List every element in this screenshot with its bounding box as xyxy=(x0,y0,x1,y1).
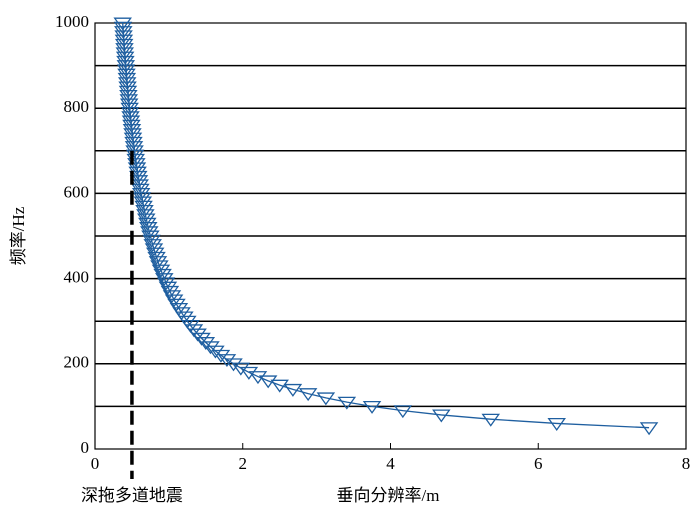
marker xyxy=(393,405,413,419)
x-axis-label: 垂向分辨率/m xyxy=(337,486,440,505)
marker xyxy=(116,64,136,78)
marker xyxy=(121,111,140,125)
x-tick-label: 8 xyxy=(682,454,691,473)
marker xyxy=(231,362,251,376)
marker xyxy=(362,400,382,414)
marker xyxy=(119,98,139,112)
marker xyxy=(639,422,659,436)
marker xyxy=(217,354,237,368)
marker xyxy=(117,68,136,82)
y-tick-label: 600 xyxy=(64,182,90,201)
marker xyxy=(155,273,174,287)
marker xyxy=(148,256,168,270)
marker xyxy=(164,294,184,308)
marker xyxy=(118,85,138,99)
reference-label: 深拖多道地震 xyxy=(81,486,183,505)
marker xyxy=(224,358,243,372)
marker xyxy=(119,94,139,108)
marker xyxy=(239,366,259,380)
marker xyxy=(115,51,135,65)
marker xyxy=(116,60,136,74)
marker xyxy=(156,277,176,291)
marker xyxy=(118,81,137,95)
marker xyxy=(150,260,169,274)
marker xyxy=(117,77,137,91)
x-tick-label: 6 xyxy=(534,454,543,473)
marker xyxy=(162,290,182,304)
marker xyxy=(114,38,134,52)
y-axis-label: 频率/Hz xyxy=(9,206,28,265)
marker xyxy=(120,107,140,120)
y-tick-label: 800 xyxy=(64,97,90,116)
marker xyxy=(158,281,178,295)
y-tick-label: 200 xyxy=(64,353,90,372)
marker xyxy=(258,375,278,389)
marker xyxy=(114,30,133,44)
marker xyxy=(113,21,133,35)
marker xyxy=(114,26,133,40)
x-tick-label: 4 xyxy=(386,454,395,473)
marker xyxy=(116,55,135,69)
marker xyxy=(337,396,357,410)
marker xyxy=(114,34,134,48)
marker xyxy=(153,268,172,282)
marker xyxy=(298,388,318,402)
marker xyxy=(270,379,289,393)
x-tick-label: 0 xyxy=(91,454,100,473)
marker xyxy=(151,264,171,278)
marker xyxy=(248,371,268,385)
marker xyxy=(119,89,138,103)
marker xyxy=(124,136,143,150)
marker xyxy=(160,285,180,299)
marker xyxy=(122,119,141,133)
marker xyxy=(115,43,134,57)
marker xyxy=(117,72,137,86)
marker xyxy=(123,128,142,142)
x-tick-label: 2 xyxy=(239,454,248,473)
y-tick-label: 0 xyxy=(81,438,90,457)
marker xyxy=(316,392,336,406)
plot-frame xyxy=(94,22,687,450)
marker xyxy=(123,132,143,146)
marker xyxy=(121,115,141,129)
marker xyxy=(547,417,566,431)
marker xyxy=(120,102,139,116)
marker xyxy=(283,383,303,397)
y-tick-label: 1000 xyxy=(55,12,89,31)
marker xyxy=(113,17,132,31)
marker xyxy=(122,124,142,138)
marker xyxy=(432,409,451,423)
marker xyxy=(124,141,144,155)
marker xyxy=(192,332,211,346)
marker xyxy=(115,47,135,61)
marker xyxy=(481,413,501,427)
y-tick-label: 400 xyxy=(64,268,90,287)
